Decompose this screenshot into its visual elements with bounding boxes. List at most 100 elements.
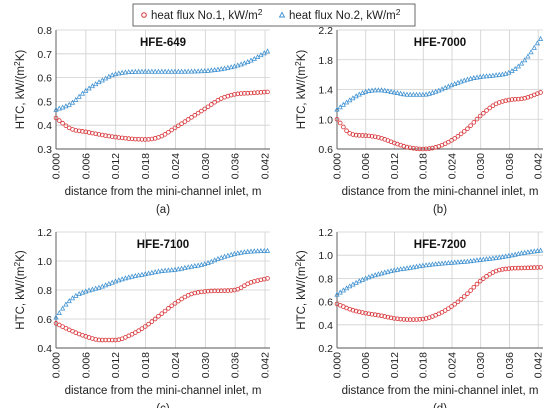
x-axis-label: distance from the mini-channel inlet, m	[342, 186, 539, 198]
data-point	[53, 314, 59, 320]
data-point	[241, 249, 248, 255]
data-point	[376, 135, 381, 140]
data-point	[359, 276, 366, 282]
data-point	[455, 133, 461, 139]
data-point	[502, 253, 509, 259]
x-tick-label: 0.000	[332, 153, 344, 179]
data-point	[122, 275, 129, 281]
x-tick-label: 0.000	[332, 352, 344, 378]
data-point	[337, 120, 343, 126]
data-point	[90, 130, 95, 136]
data-point	[159, 311, 165, 316]
y-tick-label: 1.0	[318, 114, 333, 126]
data-point	[414, 317, 419, 322]
data-point	[159, 68, 165, 74]
data-point	[139, 68, 145, 74]
data-point	[426, 90, 432, 96]
data-point	[388, 267, 394, 273]
y-tick-label: 0.8	[37, 285, 52, 297]
data-point	[455, 259, 461, 265]
data-point	[179, 296, 184, 302]
data-point	[423, 146, 429, 152]
data-point	[238, 61, 244, 67]
data-point	[199, 108, 204, 114]
data-point	[369, 133, 375, 139]
chart-panel-3: 0.4 0.6 0.8 1.0 1.2 0.000 0.006 0.012 0.018 0.024…	[12, 227, 272, 408]
x-tick-label: 0.036	[504, 352, 516, 378]
x-tick-label: 0.030	[475, 352, 487, 378]
data-point	[455, 299, 461, 305]
data-point	[356, 133, 362, 138]
y-axis-label: HTC, kW/(m2K)	[293, 250, 308, 330]
x-tick-label: 0.024	[170, 352, 182, 378]
data-point	[372, 87, 378, 93]
data-point	[129, 68, 135, 74]
data-point	[522, 265, 527, 271]
data-point	[83, 288, 89, 294]
plot-area	[56, 30, 270, 149]
data-point	[407, 145, 413, 151]
data-point	[458, 296, 464, 302]
data-point	[116, 277, 122, 283]
data-point	[449, 138, 454, 143]
series-2	[53, 247, 271, 320]
data-point	[245, 90, 250, 96]
data-point	[395, 316, 400, 322]
data-point	[149, 68, 155, 74]
data-point	[199, 289, 204, 295]
x-tick-label: 0.030	[475, 153, 487, 179]
data-point	[166, 129, 171, 135]
data-point	[483, 73, 490, 79]
data-point	[369, 311, 375, 317]
data-point	[512, 265, 518, 271]
data-point	[525, 249, 531, 255]
data-point	[155, 268, 162, 274]
y-axis-label: HTC, kW/(m2K)	[12, 50, 27, 130]
data-point	[512, 65, 518, 71]
data-point	[175, 123, 181, 129]
y-tick-label: 0.8	[318, 273, 333, 285]
data-point	[202, 67, 208, 73]
data-point	[398, 90, 404, 96]
data-point	[455, 79, 461, 85]
data-point	[79, 289, 86, 295]
data-point	[241, 60, 248, 66]
data-point	[366, 133, 372, 139]
data-point	[382, 269, 388, 275]
x-tick-label: 0.000	[51, 153, 63, 179]
data-point	[248, 248, 254, 254]
data-point	[534, 247, 541, 253]
data-point	[162, 267, 168, 273]
data-point	[238, 91, 244, 96]
data-point	[499, 253, 506, 259]
data-point	[83, 87, 89, 93]
x-tick-label: 0.012	[110, 352, 122, 378]
data-point	[142, 137, 148, 142]
data-point	[490, 255, 496, 261]
data-point	[531, 44, 537, 50]
data-point	[136, 328, 141, 334]
data-point	[480, 73, 486, 79]
data-point	[225, 288, 231, 293]
data-point	[238, 249, 244, 255]
data-point	[538, 90, 543, 95]
data-point	[63, 301, 69, 307]
data-point	[182, 119, 188, 124]
data-point	[496, 267, 502, 273]
data-point	[169, 68, 175, 74]
data-point	[503, 98, 508, 104]
data-point	[496, 254, 502, 260]
data-point	[512, 96, 518, 102]
series-1	[53, 276, 270, 343]
data-point	[198, 68, 205, 74]
data-point	[245, 248, 251, 254]
data-point	[535, 265, 540, 270]
data-point	[254, 248, 261, 254]
data-point	[152, 68, 158, 74]
data-point	[195, 262, 201, 268]
data-point	[83, 129, 89, 135]
data-point	[525, 53, 531, 59]
legend-entry-label: heat flux No.1, kW/m2	[151, 7, 263, 22]
data-point	[442, 84, 448, 90]
data-point	[519, 96, 524, 102]
